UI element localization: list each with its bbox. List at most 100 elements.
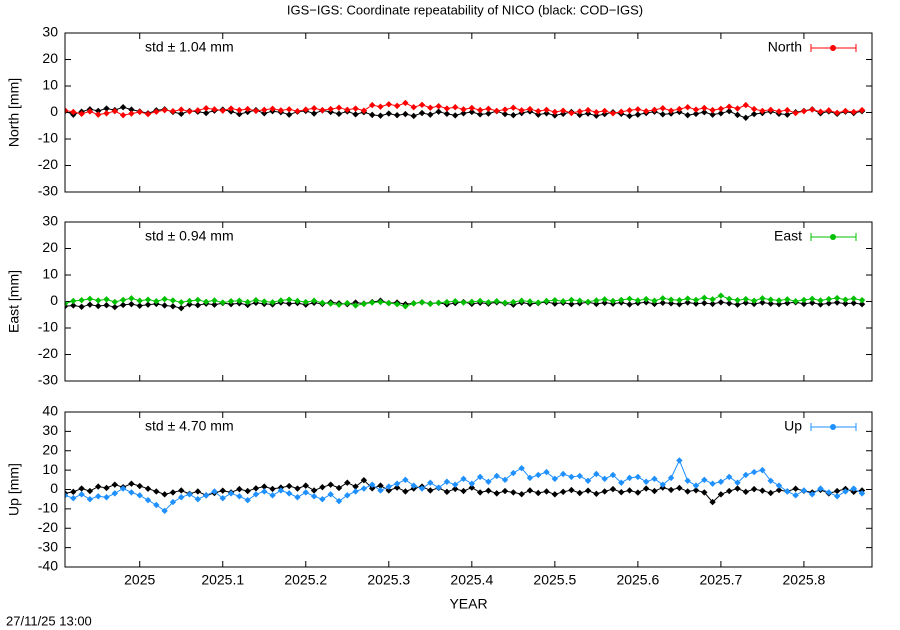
data-point [684, 104, 691, 111]
y-tick-label: -10 [38, 500, 58, 516]
y-tick-label: 30 [42, 422, 58, 438]
data-point [684, 477, 691, 484]
data-point [734, 296, 741, 304]
data-point [775, 300, 783, 308]
data-point [427, 300, 434, 308]
data-point [269, 492, 276, 499]
data-point [194, 107, 202, 114]
data-point [667, 474, 675, 482]
data-point [111, 298, 119, 306]
data-point [626, 112, 633, 120]
data-point [402, 476, 409, 484]
data-point [701, 489, 708, 496]
data-point [244, 298, 251, 306]
data-point [709, 296, 716, 303]
data-point [352, 302, 359, 309]
data-point [750, 485, 758, 493]
data-point [119, 104, 127, 111]
data-point [385, 110, 392, 117]
data-point [252, 485, 260, 492]
data-point [194, 296, 202, 304]
data-point [584, 106, 592, 114]
data-point [352, 111, 359, 118]
y-tick-label: 20 [42, 441, 58, 457]
data-point [368, 485, 376, 492]
data-point [368, 101, 376, 109]
data-point [618, 296, 625, 304]
data-point [717, 478, 725, 485]
data-point [70, 108, 77, 116]
data-point [393, 111, 401, 119]
data-point [202, 298, 210, 305]
data-point [319, 106, 326, 114]
data-point [551, 112, 559, 119]
y-tick-label: -30 [38, 183, 58, 199]
data-point [493, 298, 500, 305]
data-point [95, 297, 102, 304]
y-tick-label: 20 [42, 239, 58, 255]
data-point [701, 294, 708, 301]
data-point [559, 488, 567, 496]
data-point [659, 111, 666, 118]
y-tick-label: 10 [42, 461, 58, 477]
data-point [186, 108, 193, 115]
data-point [593, 300, 600, 308]
y-tick-label: -20 [38, 345, 58, 361]
data-point [377, 487, 384, 494]
data-point [775, 108, 783, 115]
data-point [385, 487, 392, 494]
data-point [593, 109, 600, 116]
data-point [70, 488, 77, 496]
data-point [393, 480, 401, 487]
data-point [161, 491, 168, 498]
data-point [584, 477, 592, 484]
data-point [584, 110, 592, 117]
data-point [310, 297, 318, 304]
axes-frame [64, 32, 873, 193]
data-point [285, 106, 293, 113]
data-point [634, 473, 642, 481]
y-tick-label: 30 [42, 24, 58, 40]
data-point [667, 300, 675, 307]
data-point [642, 107, 650, 115]
series-line [65, 459, 863, 512]
data-point [377, 482, 384, 489]
data-point [153, 108, 160, 115]
data-point [842, 296, 849, 303]
data-point [634, 489, 642, 496]
data-point [725, 487, 733, 495]
data-point [111, 303, 119, 311]
data-point [443, 488, 451, 496]
y-tick-label: 10 [42, 77, 58, 93]
data-point [136, 108, 143, 116]
data-point [169, 303, 177, 310]
data-point [759, 299, 766, 306]
data-point [476, 297, 484, 305]
data-point [626, 487, 633, 494]
data-point [609, 110, 617, 117]
data-point [294, 297, 301, 305]
data-point [626, 301, 633, 308]
annotation: std ± 0.94 mm [145, 228, 234, 244]
y-tick-label: -20 [38, 156, 58, 172]
data-point [501, 106, 509, 113]
data-point [593, 490, 600, 497]
data-point [236, 493, 243, 500]
data-point [734, 301, 741, 308]
data-point [360, 477, 368, 484]
data-point [128, 300, 135, 308]
data-point [119, 296, 127, 304]
data-point [485, 105, 492, 112]
x-tick-label: 2025 [124, 572, 155, 588]
data-point [410, 300, 417, 307]
data-point [410, 104, 417, 111]
data-point [518, 464, 525, 472]
data-point [219, 299, 226, 306]
data-point [543, 106, 550, 114]
data-point [634, 106, 642, 113]
data-point [692, 487, 700, 494]
data-point [178, 487, 185, 494]
data-point [169, 107, 177, 115]
data-point [393, 484, 401, 491]
panel: -30 -20 -10 0 10 20 30 East [mm] East std ± 0.94 … [6, 213, 873, 388]
